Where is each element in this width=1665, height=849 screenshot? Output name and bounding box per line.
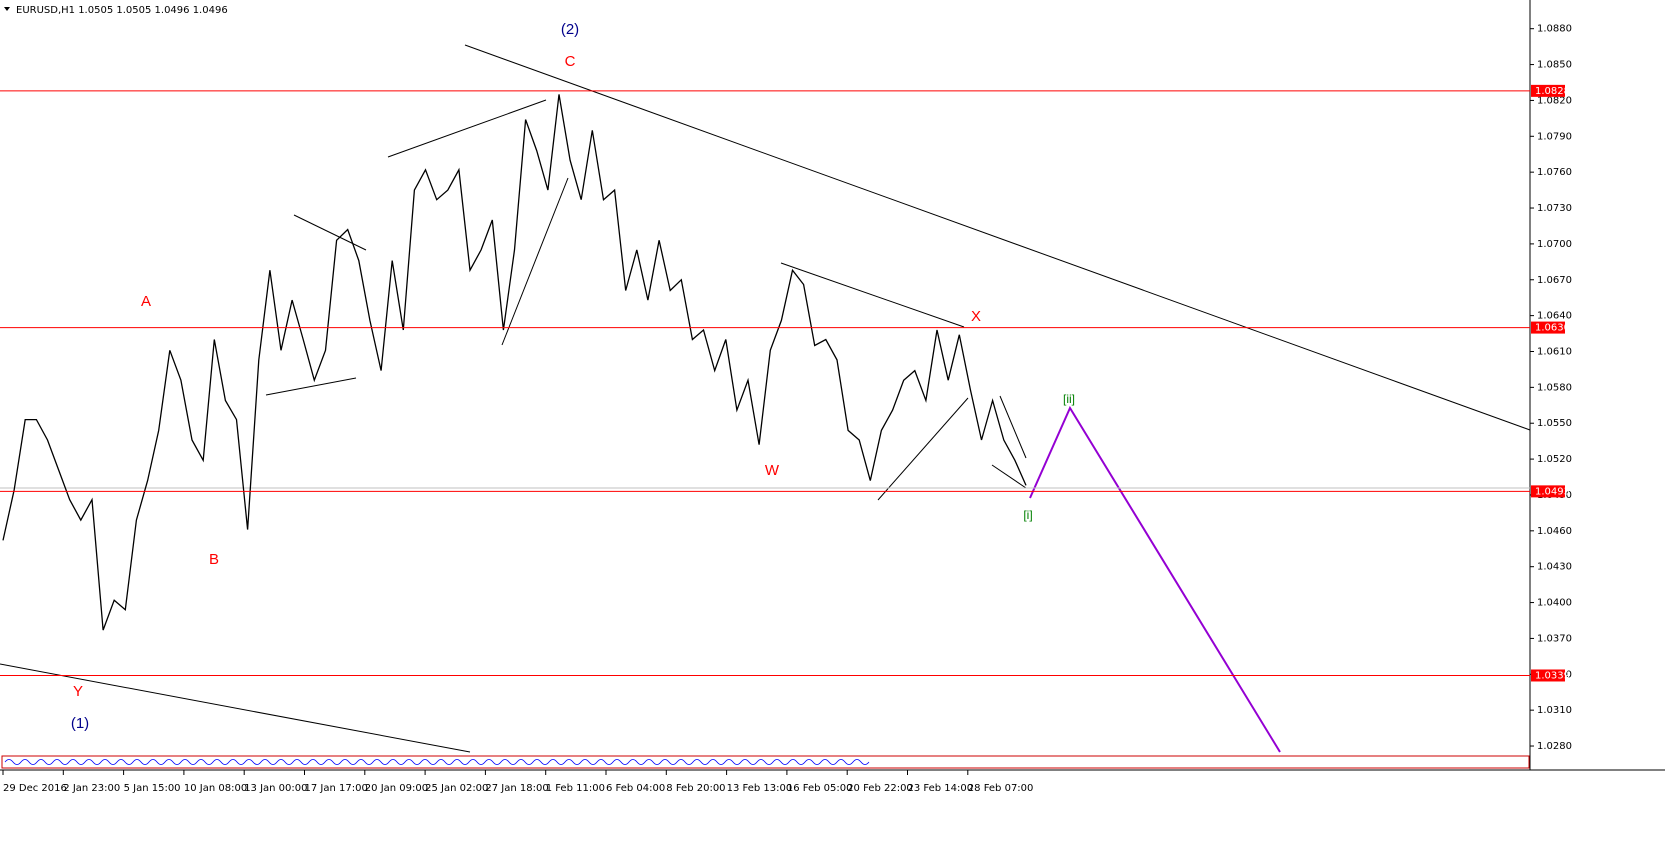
x-tick-label: 17 Jan 17:00 bbox=[305, 783, 368, 794]
wave-label: (2) bbox=[561, 21, 579, 38]
level-box bbox=[1531, 485, 1565, 498]
level-box bbox=[1531, 321, 1565, 334]
x-tick-label: 16 Feb 05:00 bbox=[787, 783, 853, 794]
x-tick-label: 28 Feb 07:00 bbox=[968, 783, 1034, 794]
wave-label: X bbox=[971, 308, 981, 325]
projection-path bbox=[1029, 405, 1281, 753]
level-label: 1.0828 bbox=[1535, 86, 1570, 97]
level-label: 1.0493 bbox=[1535, 486, 1570, 497]
y-tick-label: 1.0520 bbox=[1537, 454, 1572, 465]
y-tick-label: 1.0610 bbox=[1537, 346, 1572, 357]
x-tick-label: 13 Feb 13:00 bbox=[727, 783, 793, 794]
level-box bbox=[1531, 84, 1565, 97]
wave-label: A bbox=[141, 293, 151, 310]
x-tick-label: 20 Feb 22:00 bbox=[847, 783, 913, 794]
y-tick-label: 1.0730 bbox=[1537, 203, 1572, 214]
y-tick-label: 1.0310 bbox=[1537, 705, 1572, 716]
y-tick-label: 1.0400 bbox=[1537, 598, 1572, 609]
menu-arrow bbox=[4, 7, 10, 11]
x-tick-label: 13 Jan 00:00 bbox=[244, 783, 307, 794]
level-label: 1.0630 bbox=[1535, 323, 1570, 334]
level-label: 1.0339 bbox=[1535, 670, 1570, 681]
oscillator bbox=[4, 759, 870, 765]
y-tick-label: 1.0880 bbox=[1537, 24, 1572, 35]
wave-label: (1) bbox=[71, 715, 89, 732]
x-tick-label: 23 Feb 14:00 bbox=[908, 783, 974, 794]
price-line bbox=[2, 94, 1027, 631]
trend-lines bbox=[0, 44, 1531, 753]
y-tick-label: 1.0700 bbox=[1537, 239, 1572, 250]
wave-label: [i] bbox=[1023, 508, 1032, 522]
x-tick-label: 29 Dec 2016 bbox=[3, 783, 67, 794]
x-tick-label: 20 Jan 09:00 bbox=[365, 783, 428, 794]
y-tick-label: 1.0580 bbox=[1537, 382, 1572, 393]
x-tick-label: 25 Jan 02:00 bbox=[425, 783, 488, 794]
x-tick-label: 6 Feb 04:00 bbox=[606, 783, 665, 794]
y-tick-label: 1.0790 bbox=[1537, 131, 1572, 142]
y-tick-label: 1.0280 bbox=[1537, 741, 1572, 752]
x-tick-label: 10 Jan 08:00 bbox=[184, 783, 247, 794]
wave-label: [ii] bbox=[1063, 392, 1075, 406]
y-tick-label: 1.0850 bbox=[1537, 60, 1572, 71]
y-tick-label: 1.0460 bbox=[1537, 526, 1572, 537]
y-tick-label: 1.0370 bbox=[1537, 633, 1572, 644]
wave-label: C bbox=[565, 53, 576, 70]
wave-label: B bbox=[209, 551, 219, 568]
y-tick-label: 1.0820 bbox=[1537, 95, 1572, 106]
y-tick-label: 1.0550 bbox=[1537, 418, 1572, 429]
x-tick-label: 8 Feb 20:00 bbox=[666, 783, 725, 794]
x-tick-label: 2 Jan 23:00 bbox=[63, 783, 120, 794]
y-tick-label: 1.0670 bbox=[1537, 275, 1572, 286]
y-tick-label: 1.0640 bbox=[1537, 311, 1572, 322]
y-tick-label: 1.0760 bbox=[1537, 167, 1572, 178]
indicator-panel bbox=[1, 755, 1530, 769]
y-tick-label: 1.0430 bbox=[1537, 562, 1572, 573]
x-tick-label: 1 Feb 11:00 bbox=[546, 783, 605, 794]
x-tick-label: 27 Jan 18:00 bbox=[485, 783, 548, 794]
chart-title: EURUSD,H1 1.0505 1.0505 1.0496 1.0496 bbox=[16, 5, 228, 16]
wave-label: W bbox=[765, 462, 780, 479]
level-box bbox=[1531, 669, 1565, 682]
wave-label: Y bbox=[73, 683, 83, 700]
x-tick-label: 5 Jan 15:00 bbox=[124, 783, 181, 794]
